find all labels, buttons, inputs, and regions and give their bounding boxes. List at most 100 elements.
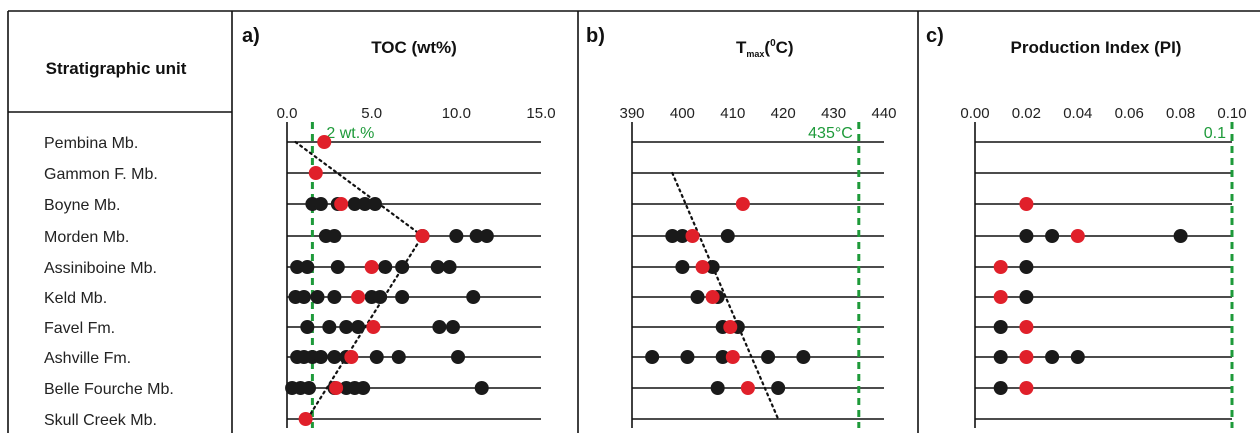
data-point-black <box>1045 229 1060 243</box>
unit-label: Pembina Mb. <box>44 135 138 152</box>
data-point-black <box>680 350 695 364</box>
data-point-black <box>705 260 720 274</box>
data-point-black <box>1045 350 1060 364</box>
trend-line <box>294 140 424 421</box>
data-point-black <box>469 229 484 243</box>
data-point-black <box>771 381 786 395</box>
x-tick-label: 0.02 <box>1012 105 1041 122</box>
data-point-red <box>1019 320 1034 334</box>
x-tick-label: 15.0 <box>526 105 555 122</box>
data-point-black <box>993 350 1008 364</box>
data-point-black <box>715 350 730 364</box>
data-point-red <box>317 135 332 149</box>
data-point-black <box>327 229 342 243</box>
data-point-black <box>645 350 660 364</box>
data-point-red <box>993 290 1008 304</box>
data-point-black <box>327 290 342 304</box>
data-point-red <box>298 412 313 426</box>
data-point-red <box>1019 381 1034 395</box>
data-point-black <box>442 260 457 274</box>
x-tick-label: 0.06 <box>1115 105 1144 122</box>
reference-label: 435°C <box>808 125 853 142</box>
data-point-red <box>735 197 750 211</box>
panel-0-plot: 0.0 5.0 10.0 15.0 2 wt.% <box>277 105 556 428</box>
data-point-black <box>451 350 466 364</box>
data-point-black <box>290 260 305 274</box>
data-point-black <box>296 290 311 304</box>
data-point-black <box>1019 260 1034 274</box>
x-tick-label: 0.00 <box>960 105 989 122</box>
data-point-red <box>685 229 700 243</box>
data-point-black <box>395 290 410 304</box>
data-point-black <box>373 290 388 304</box>
data-point-black <box>378 260 393 274</box>
data-point-red <box>725 350 740 364</box>
unit-label: Morden Mb. <box>44 229 129 246</box>
x-tick-label: 10.0 <box>442 105 471 122</box>
data-point-black <box>302 381 317 395</box>
data-point-black <box>449 229 464 243</box>
x-tick-label: 430 <box>821 105 846 122</box>
data-point-black <box>474 381 489 395</box>
pi-title: Production Index (PI) <box>1011 38 1182 57</box>
reference-label: 0.1 <box>1204 125 1226 142</box>
panel-1-plot: 390 400 410 420 430 440 435°C <box>619 105 897 428</box>
data-point-red <box>993 260 1008 274</box>
data-point-black <box>310 290 325 304</box>
data-point-black <box>300 320 315 334</box>
data-point-black <box>1019 290 1034 304</box>
x-tick-label: 400 <box>670 105 695 122</box>
reference-label: 2 wt.% <box>326 125 374 142</box>
data-point-black <box>313 350 328 364</box>
plot-area: 0.0 5.0 10.0 15.0 2 wt.% 390 400 410 420 430 440 43… <box>277 105 1247 428</box>
data-point-red <box>329 381 344 395</box>
frame <box>7 10 1260 433</box>
data-point-black <box>351 320 366 334</box>
data-point-black <box>710 381 725 395</box>
data-point-black <box>1019 229 1034 243</box>
data-point-black <box>675 229 690 243</box>
x-tick-label: 5.0 <box>361 105 382 122</box>
data-point-black <box>395 260 410 274</box>
data-point-red <box>344 350 359 364</box>
x-tick-label: 390 <box>619 105 644 122</box>
data-point-black <box>796 350 811 364</box>
data-point-black <box>339 320 354 334</box>
data-point-black <box>300 260 315 274</box>
data-point-black <box>432 320 447 334</box>
data-point-black <box>347 197 362 211</box>
data-point-red <box>1019 350 1034 364</box>
toc-panel: a) TOC (wt%) <box>242 25 457 57</box>
data-point-red <box>366 320 381 334</box>
tmax-panel: b) Tmax(0C) <box>586 25 794 59</box>
data-point-black <box>391 350 406 364</box>
unit-label: Keld Mb. <box>44 290 107 307</box>
unit-label: Gammon F. Mb. <box>44 166 158 183</box>
toc-title: TOC (wt%) <box>371 38 457 57</box>
x-tick-label: 0.0 <box>277 105 298 122</box>
data-point-black <box>322 320 337 334</box>
data-point-red <box>1070 229 1085 243</box>
data-point-black <box>761 350 776 364</box>
data-point-black <box>445 320 460 334</box>
data-point-black <box>368 197 383 211</box>
data-point-red <box>334 197 349 211</box>
data-point-black <box>1070 350 1085 364</box>
x-tick-label: 440 <box>871 105 896 122</box>
data-point-black <box>313 197 328 211</box>
panel-c-letter: c) <box>926 25 944 47</box>
x-tick-label: 0.08 <box>1166 105 1195 122</box>
data-point-black <box>479 229 494 243</box>
strat-header: Stratigraphic unit <box>46 59 187 78</box>
unit-label: Ashville Fm. <box>44 350 131 367</box>
data-point-red <box>351 290 366 304</box>
trend-line <box>671 171 780 421</box>
unit-label: Assiniboine Mb. <box>44 260 157 277</box>
data-point-red <box>415 229 430 243</box>
data-point-red <box>705 290 720 304</box>
pi-panel: c) Production Index (PI) <box>926 25 1181 57</box>
unit-label: Belle Fourche Mb. <box>44 381 174 398</box>
data-point-black <box>466 290 481 304</box>
data-point-black <box>993 320 1008 334</box>
data-point-black <box>690 290 705 304</box>
